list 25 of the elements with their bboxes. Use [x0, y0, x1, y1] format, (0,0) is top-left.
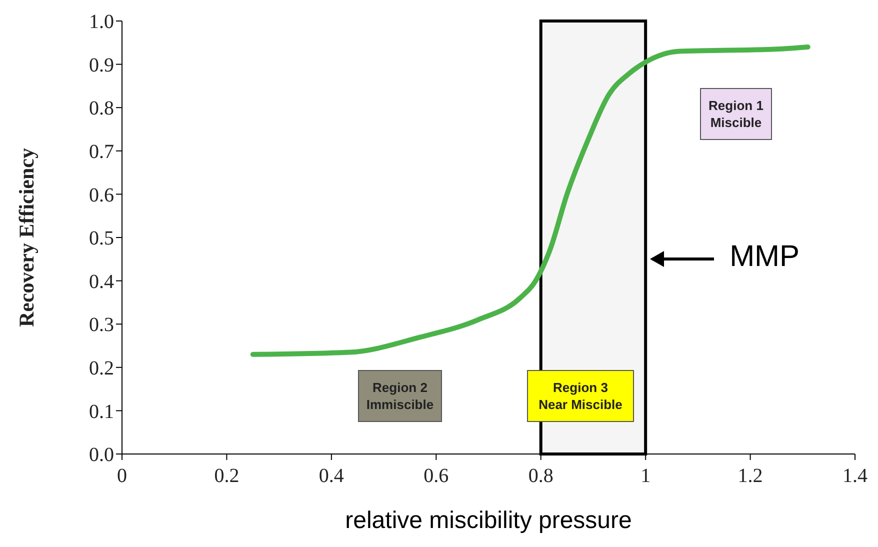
annotation: MMP: [730, 240, 800, 274]
x-axis-title: relative miscibility pressure: [345, 507, 632, 534]
y-tick-label: 0.3: [89, 314, 114, 336]
x-tick-label: 0.8: [528, 465, 554, 488]
y-tick-label: 0.4: [89, 270, 114, 293]
y-tick-label: 0.0: [89, 444, 114, 466]
y-tick-label: 0.8: [89, 98, 114, 120]
x-tick-label: 0.6: [424, 465, 449, 488]
y-tick-label: 0.5: [89, 228, 114, 250]
annotation: Region 3 Near Miscible: [527, 370, 634, 422]
x-tick-label: 1.2: [738, 465, 763, 488]
y-tick-label: 0.6: [89, 184, 114, 206]
y-tick-label: 0.7: [89, 141, 114, 163]
y-tick-label: 1.0: [89, 11, 114, 34]
y-tick-label: 0.9: [89, 54, 114, 76]
annotation: Region 2 Immiscible: [358, 370, 442, 422]
x-tick-label: 0.2: [214, 465, 240, 488]
x-tick-label: 1.4: [842, 465, 868, 488]
x-tick-label: 0: [117, 465, 127, 488]
y-tick-label: 0.2: [89, 358, 114, 380]
x-tick-label: 0.4: [318, 465, 344, 488]
annotation: Region 1 Miscible: [700, 88, 772, 140]
y-tick-label: 0.1: [89, 400, 114, 423]
y-axis-title: Recovery Efficiency: [14, 148, 38, 328]
x-tick-label: 1: [640, 465, 651, 488]
